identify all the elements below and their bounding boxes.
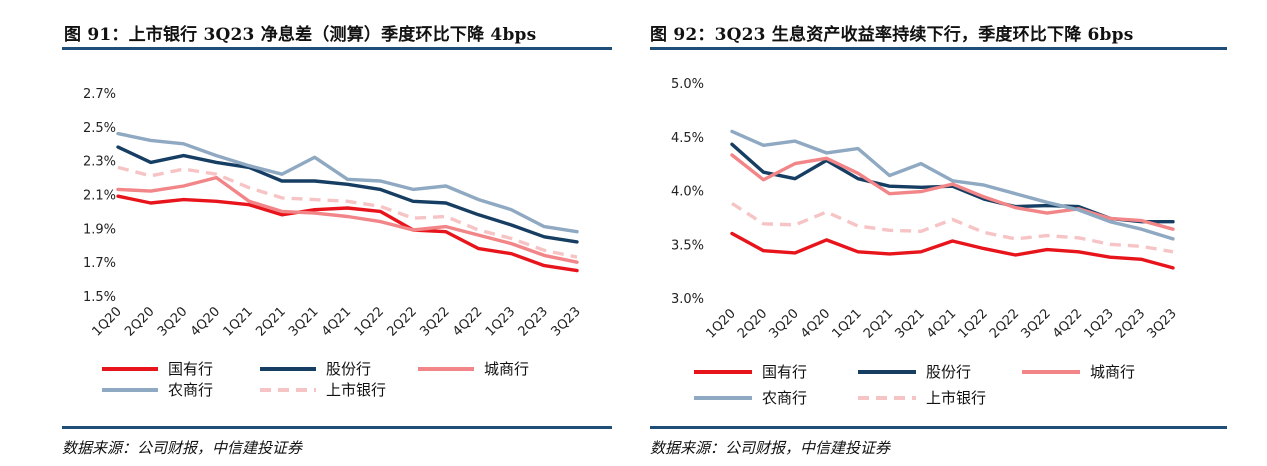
- x-tick-label: 2Q22: [385, 304, 420, 339]
- y-tick-label: 4.0%: [671, 185, 704, 200]
- series-line: [731, 201, 1174, 254]
- bottom-rule: [650, 426, 1227, 429]
- x-tick-label: 4Q20: [188, 304, 223, 339]
- x-tick-label: 4Q22: [1050, 306, 1085, 341]
- source-prefix: 数据来源：公司财报，: [62, 439, 213, 457]
- x-tick-label: 1Q20: [703, 306, 738, 341]
- chart-title: 图 91：上市银行 3Q23 净息差（测算）季度环比下降 4bps: [64, 25, 537, 45]
- x-tick-label: 1Q23: [483, 304, 518, 339]
- x-tick-label: 3Q22: [1018, 306, 1053, 341]
- top-rule: [62, 47, 612, 50]
- source-org: 中信建投证券: [800, 439, 891, 457]
- x-tick-label: 1Q21: [221, 304, 256, 339]
- series-line: [116, 194, 579, 273]
- chart-title: 图 92：3Q23 生息资产收益率持续下行，季度环比下降 6bps: [650, 25, 1134, 45]
- chart-panel-right: 图 92：3Q23 生息资产收益率持续下行，季度环比下降 6bps 3.0% 3.…: [640, 0, 1267, 466]
- chart-panel-left: 图 91：上市银行 3Q23 净息差（测算）季度环比下降 4bps 1.5% 1.…: [0, 0, 612, 466]
- x-tick-label: 1Q22: [352, 304, 387, 339]
- legend-label: 国有行: [762, 363, 807, 381]
- y-tick-label: 5.0%: [671, 77, 704, 92]
- legend-label: 国有行: [168, 360, 213, 378]
- x-tick-label: 3Q23: [548, 304, 583, 339]
- legend-label: 上市银行: [326, 381, 386, 399]
- y-tick-label: 3.5%: [671, 238, 704, 253]
- legend-label: 农商行: [762, 389, 807, 407]
- series-line: [730, 153, 1175, 231]
- x-tick-label: 4Q22: [450, 304, 485, 339]
- series-line: [116, 175, 579, 264]
- net-interest-margin-chart: 1.5% 1.7% 1.9% 2.1% 2.3% 2.5% 2.7% 1Q202Q203Q20…: [83, 87, 584, 399]
- legend-label: 城商行: [484, 360, 529, 378]
- series-line: [730, 129, 1175, 241]
- legend-label: 上市银行: [926, 389, 986, 407]
- y-tick-label: 2.7%: [83, 87, 116, 102]
- source-note: 数据来源：公司财报，中信建投证券: [650, 437, 890, 458]
- y-tick-label: 2.1%: [83, 189, 116, 204]
- x-tick-label: 4Q21: [924, 306, 959, 341]
- series-line: [116, 131, 579, 234]
- x-tick-label: 2Q20: [122, 304, 157, 339]
- x-tick-label: 2Q21: [861, 306, 896, 341]
- x-tick-label: 1Q20: [89, 304, 124, 339]
- x-tick-label: 3Q23: [1144, 306, 1179, 341]
- x-tick-label: 1Q23: [1081, 306, 1116, 341]
- series-line: [730, 231, 1175, 270]
- y-tick-label: 3.0%: [671, 292, 704, 307]
- x-tick-label: 2Q20: [735, 306, 770, 341]
- x-tick-label: 3Q20: [766, 306, 801, 341]
- x-tick-label: 4Q20: [798, 306, 833, 341]
- y-tick-label: 1.5%: [83, 290, 116, 305]
- x-tick-label: 2Q23: [1113, 306, 1148, 341]
- source-org: 中信建投证券: [212, 439, 303, 457]
- x-tick-label: 3Q20: [155, 304, 190, 339]
- x-tick-label: 3Q21: [892, 306, 927, 341]
- y-tick-label: 4.5%: [671, 131, 704, 146]
- source-note: 数据来源：公司财报，中信建投证券: [62, 437, 302, 458]
- y-tick-label: 2.3%: [83, 155, 116, 170]
- x-tick-label: 1Q21: [829, 306, 864, 341]
- x-tick-label: 4Q21: [319, 304, 354, 339]
- x-tick-label: 3Q21: [286, 304, 321, 339]
- legend-label: 农商行: [168, 381, 213, 399]
- series-line: [116, 145, 579, 244]
- x-tick-label: 3Q22: [417, 304, 452, 339]
- x-tick-label: 2Q22: [987, 306, 1022, 341]
- asset-yield-chart: 3.0% 3.5% 4.0% 4.5% 5.0% 1Q202Q203Q204Q201Q21…: [671, 77, 1180, 407]
- y-tick-label: 1.9%: [83, 222, 116, 237]
- x-tick-label: 2Q21: [253, 304, 288, 339]
- x-tick-label: 1Q22: [955, 306, 990, 341]
- legend-label: 城商行: [1090, 363, 1135, 381]
- y-tick-label: 1.7%: [83, 256, 116, 271]
- legend-label: 股份行: [326, 360, 371, 378]
- series-line: [117, 165, 578, 259]
- source-prefix: 数据来源：公司财报，: [650, 439, 801, 457]
- legend-label: 股份行: [926, 363, 971, 381]
- y-tick-label: 2.5%: [83, 121, 116, 136]
- top-rule: [650, 47, 1227, 50]
- bottom-rule: [62, 426, 612, 429]
- x-tick-label: 2Q23: [516, 304, 551, 339]
